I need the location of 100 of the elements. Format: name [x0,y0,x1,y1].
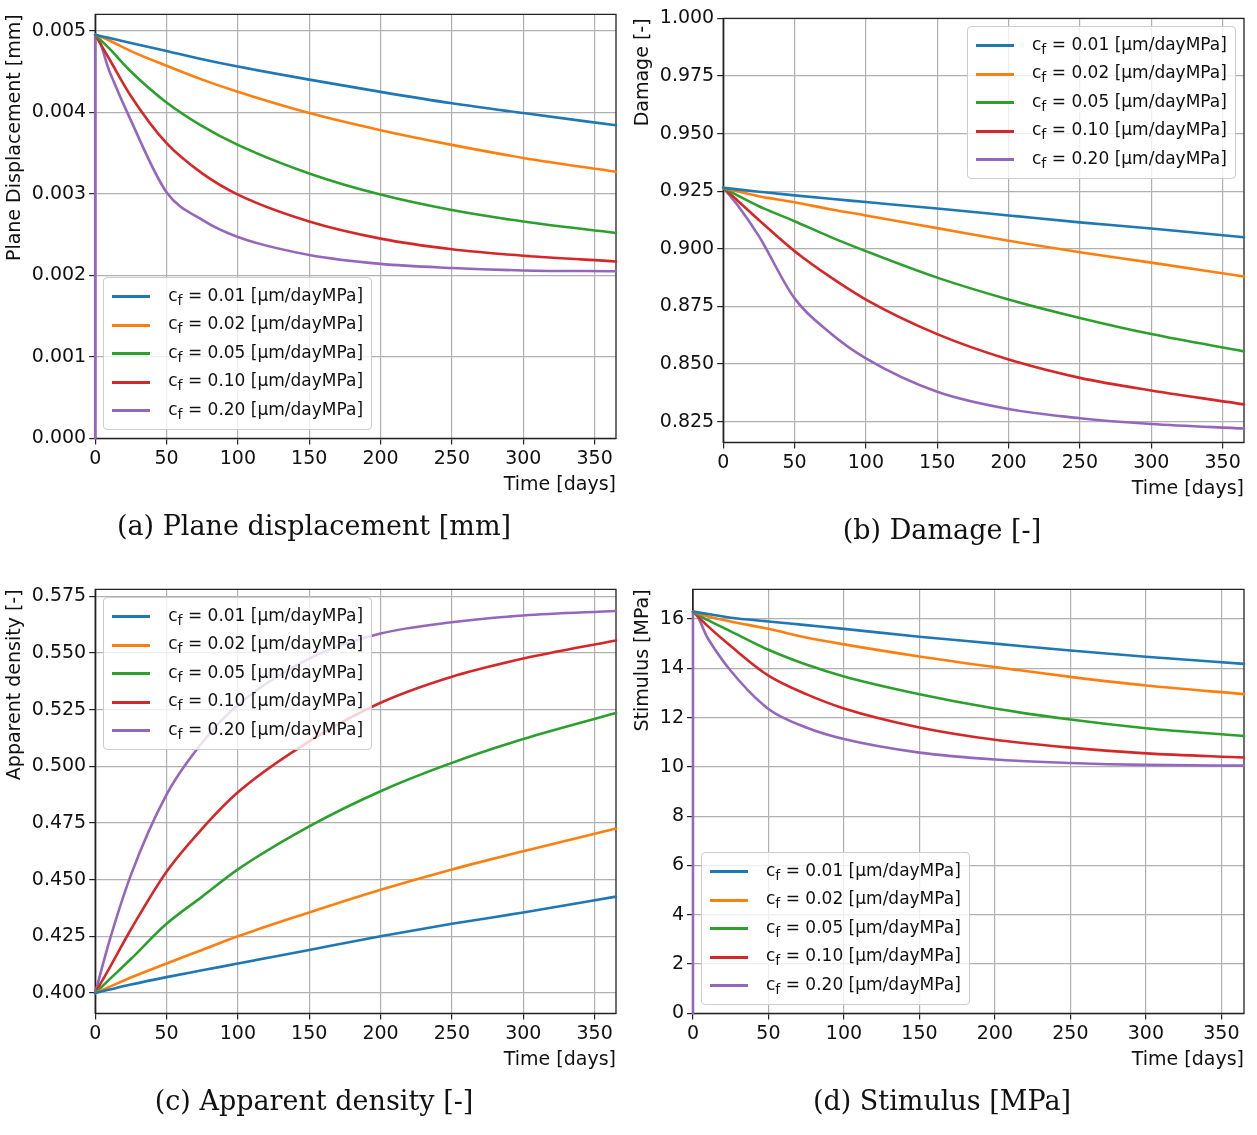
x-tick-label: 250 [433,445,471,468]
y-tick-label: 0.875 [659,293,715,316]
x-tick-label: 100 [825,1020,863,1043]
y-tick-label: 0.900 [659,235,715,258]
y-tick-label: 0.475 [31,809,87,832]
legend-label: c$_{f}$ = 0.05 [µm/dayMPa] [168,341,364,366]
x-tick-label: 200 [976,1020,1014,1043]
x-tick-label: 200 [362,445,399,468]
y-tick-label: 0.975 [659,62,715,85]
text: (a) Plane displacement [mm] [115,510,513,541]
text: (b) Damage [-] [841,514,1043,545]
x-tick-label: 250 [1052,1020,1089,1043]
x-tick-label: 50 [154,445,179,468]
legend-label: c$_{f}$ = 0.02 [µm/dayMPa] [1032,62,1227,86]
x-tick-label: 350 [1204,449,1241,472]
line-series [93,33,618,127]
y-tick-label: 0.850 [659,350,715,373]
x-tick-label: 100 [219,1020,257,1043]
y-tick-label: 0.825 [659,408,715,431]
y-tick-label: 4 [671,901,684,924]
x-tick-label: 50 [154,1020,179,1043]
legend-label: c$_{f}$ = 0.01 [µm/dayMPa] [168,604,364,629]
x-tick-label: 0 [717,449,730,472]
y-tick-label: 10 [659,753,684,776]
text: (d) Stimulus [MPa] [811,1085,1073,1116]
x-axis-title: Time [days] [502,471,616,494]
legend-label: c$_{f}$ = 0.01 [µm/dayMPa] [765,859,961,884]
y-tick-label: 6 [671,852,684,875]
legend-label: c$_{f}$ = 0.10 [µm/dayMPa] [765,945,961,969]
x-tick-label: 100 [847,449,885,472]
legend-label: c$_{f}$ = 0.20 [µm/dayMPa] [168,398,364,423]
x-tick-label: 200 [362,1020,399,1043]
line-series [93,33,618,174]
y-tick-label: 0.425 [31,923,87,946]
x-tick-label: 250 [433,1020,471,1043]
legend-label: c$_{f}$ = 0.20 [µm/dayMPa] [1032,147,1227,172]
x-tick-label: 300 [505,445,542,468]
y-tick-label: 0.500 [31,753,87,776]
legend-label: c$_{f}$ = 0.10 [µm/dayMPa] [1032,119,1227,143]
y-tick-label: 16 [659,605,684,628]
y-tick-label: 1.000 [659,5,715,28]
y-tick-label: 0.002 [31,262,87,285]
y-tick-label: 0.450 [31,866,87,889]
x-tick-label: 50 [782,449,807,472]
y-tick-label: 0.004 [31,99,87,122]
x-tick-label: 350 [576,1020,613,1043]
legend-label: c$_{f}$ = 0.05 [µm/dayMPa] [765,916,961,941]
x-tick-label: 50 [756,1020,781,1043]
legend-label: c$_{f}$ = 0.20 [µm/dayMPa] [765,973,961,998]
y-tick-label: 8 [671,803,684,826]
y-tick-label: 0.525 [31,696,87,719]
x-tick-label: 150 [919,449,956,472]
y-tick-label: 0.575 [31,583,87,606]
legend-label: c$_{f}$ = 0.02 [µm/dayMPa] [168,633,364,657]
y-tick-label: 0.550 [31,639,87,662]
x-tick-label: 200 [990,449,1027,472]
line-series [691,610,1246,666]
y-tick-label: 0.001 [31,343,87,366]
legend-label: c$_{f}$ = 0.20 [µm/dayMPa] [168,718,364,743]
y-axis-title: Apparent density [-] [2,589,25,781]
x-tick-label: 300 [1127,1020,1165,1043]
y-axis-title: Plane Displacement [mm] [2,14,25,262]
y-tick-label: 0.000 [31,425,87,448]
x-tick-label: 350 [576,445,613,468]
x-tick-label: 350 [1203,1020,1240,1043]
y-tick-label: 2 [671,951,684,974]
line-series [93,895,618,995]
x-tick-label: 300 [505,1020,542,1043]
y-tick-label: 0.005 [31,17,87,40]
x-tick-label: 300 [1133,449,1170,472]
y-tick-label: 0.003 [31,180,87,203]
x-tick-label: 100 [219,445,257,468]
x-axis-title: Time [days] [1130,475,1244,498]
y-tick-label: 0.400 [31,979,87,1002]
y-tick-label: 0.950 [659,120,715,143]
legend-label: c$_{f}$ = 0.05 [µm/dayMPa] [168,661,364,686]
x-tick-label: 150 [291,445,328,468]
legend-label: c$_{f}$ = 0.05 [µm/dayMPa] [1032,90,1227,115]
x-axis-title: Time [days] [502,1046,616,1069]
y-tick-label: 0.925 [659,178,715,201]
line-series [93,827,618,995]
line-series [721,186,1246,353]
legend-label: c$_{f}$ = 0.02 [µm/dayMPa] [765,888,961,912]
x-tick-label: 150 [291,1020,328,1043]
legend-label: c$_{f}$ = 0.10 [µm/dayMPa] [168,690,364,714]
x-tick-label: 0 [89,445,102,468]
x-tick-label: 250 [1061,449,1099,472]
legend-label: c$_{f}$ = 0.01 [µm/dayMPa] [168,284,364,309]
y-tick-label: 12 [659,704,684,727]
text: (c) Apparent density [-] [153,1085,475,1116]
y-axis-title: Stimulus [MPa] [630,589,653,732]
x-axis-title: Time [days] [1130,1046,1244,1069]
legend-label: c$_{f}$ = 0.01 [µm/dayMPa] [1032,33,1227,58]
y-axis-title: Damage [-] [630,18,653,127]
x-tick-label: 0 [89,1020,102,1043]
line-series [721,186,1246,239]
legend-label: c$_{f}$ = 0.02 [µm/dayMPa] [168,313,364,337]
y-tick-label: 0 [671,1000,684,1023]
legend-label: c$_{f}$ = 0.10 [µm/dayMPa] [168,370,364,394]
y-tick-label: 14 [659,655,684,678]
